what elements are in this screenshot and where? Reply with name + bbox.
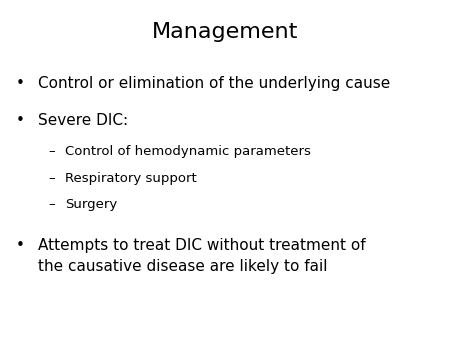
Text: •: •: [16, 113, 25, 128]
Text: •: •: [16, 76, 25, 91]
Text: Control or elimination of the underlying cause: Control or elimination of the underlying…: [38, 76, 391, 91]
Text: Respiratory support: Respiratory support: [65, 172, 197, 185]
Text: –: –: [49, 172, 55, 185]
Text: Severe DIC:: Severe DIC:: [38, 113, 128, 128]
Text: Surgery: Surgery: [65, 198, 117, 211]
Text: –: –: [49, 145, 55, 158]
Text: Attempts to treat DIC without treatment of
the causative disease are likely to f: Attempts to treat DIC without treatment …: [38, 238, 366, 274]
Text: •: •: [16, 238, 25, 253]
Text: Management: Management: [152, 22, 298, 42]
Text: –: –: [49, 198, 55, 211]
Text: Control of hemodynamic parameters: Control of hemodynamic parameters: [65, 145, 311, 158]
